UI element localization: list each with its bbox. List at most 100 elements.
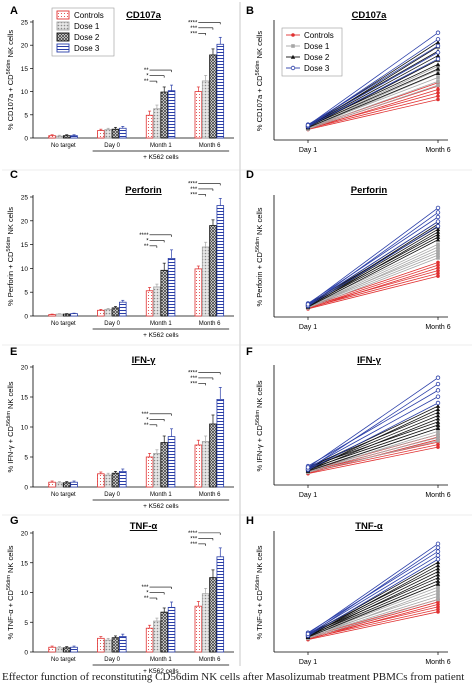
sig-stars: **** xyxy=(188,370,198,376)
series-line xyxy=(307,430,439,473)
legend-swatch xyxy=(56,10,70,20)
bar-dose-3 xyxy=(167,606,176,653)
series-line xyxy=(307,611,439,641)
bar-controls xyxy=(48,314,56,317)
bar-dose-1 xyxy=(153,286,161,317)
marker-square xyxy=(436,597,440,602)
bar-dose-3 xyxy=(119,127,127,139)
marker-circle xyxy=(436,607,440,612)
bar-dose-3 xyxy=(119,470,127,488)
series-line xyxy=(307,267,439,309)
marker-square xyxy=(436,429,440,434)
panel-letter: F xyxy=(246,346,253,358)
y-tick-label: 5 xyxy=(24,620,28,627)
bar-dose-1 xyxy=(104,474,112,488)
bar-dose-3 xyxy=(167,258,176,317)
marker-square xyxy=(436,79,440,84)
marker-triangle xyxy=(435,560,441,565)
sig-stars: *** xyxy=(190,26,198,32)
marker-open-circle xyxy=(435,381,441,387)
marker-open-circle xyxy=(305,123,311,128)
y-axis-label: % TNF-α + CD56dim NK cells xyxy=(6,545,15,639)
series-line xyxy=(307,583,439,638)
bar-dose-2 xyxy=(209,54,217,139)
panel-letter: H xyxy=(246,515,254,527)
bar-dose-3 xyxy=(216,398,225,488)
panel-letter: G xyxy=(10,515,19,527)
series-line xyxy=(307,589,439,639)
sig-stars: * xyxy=(146,591,149,597)
marker-open-circle xyxy=(435,56,441,62)
marker-triangle xyxy=(435,232,441,237)
bar-dose-3 xyxy=(216,205,225,317)
line-panel-D: D Perforin % Perforin + CD56dim NK cells Da… xyxy=(246,169,451,331)
y-axis-label: % Perforin + CD56dim NK cells xyxy=(6,207,15,306)
y-tick-label: 20 xyxy=(21,43,29,50)
marker-open-circle xyxy=(435,205,441,211)
y-tick-label: 25 xyxy=(21,195,29,202)
sig-stars: **** xyxy=(188,181,198,187)
marker-triangle xyxy=(435,578,441,583)
marker-triangle xyxy=(435,53,441,58)
bar-controls xyxy=(48,646,56,653)
series-line xyxy=(307,212,439,307)
y-tick-label: 5 xyxy=(24,455,28,462)
marker-circle xyxy=(436,602,440,607)
marker-circle xyxy=(436,94,440,98)
marker-circle xyxy=(436,263,440,267)
marker-square xyxy=(436,585,440,589)
x-tick-label: Month 6 xyxy=(425,659,450,666)
series-line xyxy=(307,239,439,308)
sig-stars: *** xyxy=(142,412,150,418)
marker-square xyxy=(436,75,440,80)
series-line xyxy=(307,427,439,472)
marker-open-circle xyxy=(435,50,441,55)
sig-stars: *** xyxy=(190,381,198,387)
sig-stars: * xyxy=(146,74,149,80)
bar-dose-1 xyxy=(201,440,210,488)
legend-swatch xyxy=(56,43,70,53)
marker-triangle xyxy=(435,71,441,76)
bar-dose-2 xyxy=(160,442,168,488)
bar-dose-1 xyxy=(201,593,210,653)
series-line xyxy=(307,32,439,126)
y-tick-label: 15 xyxy=(21,560,29,567)
series-line xyxy=(307,243,439,306)
series-line xyxy=(307,225,439,307)
sig-stars: **** xyxy=(188,20,198,26)
bar-dose-2 xyxy=(209,423,217,488)
chart-title: TNF-α xyxy=(355,521,383,532)
bar-controls xyxy=(97,473,105,488)
sig-stars: *** xyxy=(142,585,150,591)
series-line xyxy=(307,446,439,475)
series-line xyxy=(307,383,439,470)
y-tick-label: 0 xyxy=(24,314,28,321)
marker-open-circle xyxy=(435,388,441,393)
group-label: + K562 cells xyxy=(143,668,179,675)
marker-triangle xyxy=(290,54,296,59)
legend-label: Controls xyxy=(74,11,104,20)
bar-dose-1 xyxy=(153,108,161,139)
series-line xyxy=(307,264,439,308)
series-line xyxy=(307,99,439,130)
series-line xyxy=(307,246,439,307)
panel-letter: D xyxy=(246,169,254,181)
bar-controls xyxy=(48,135,56,139)
bar-dose-1 xyxy=(153,452,161,488)
y-axis-label: % CD107a + CD56dim NK cells xyxy=(255,31,264,131)
y-tick-label: 10 xyxy=(21,425,29,432)
sig-stars: *** xyxy=(190,536,198,542)
bar-dose-2 xyxy=(111,128,120,139)
bar-dose-3 xyxy=(167,436,176,488)
marker-open-circle xyxy=(435,541,441,547)
group-label: + K562 cells xyxy=(143,503,179,510)
y-tick-label: 15 xyxy=(21,395,29,402)
marker-square xyxy=(291,44,295,48)
x-tick-label: No target xyxy=(51,492,76,498)
bar-dose-1 xyxy=(55,482,64,488)
marker-circle xyxy=(436,97,440,102)
series-line xyxy=(307,55,439,127)
bar-dose-1 xyxy=(201,80,210,139)
marker-triangle xyxy=(435,410,441,415)
marker-triangle xyxy=(435,237,441,242)
